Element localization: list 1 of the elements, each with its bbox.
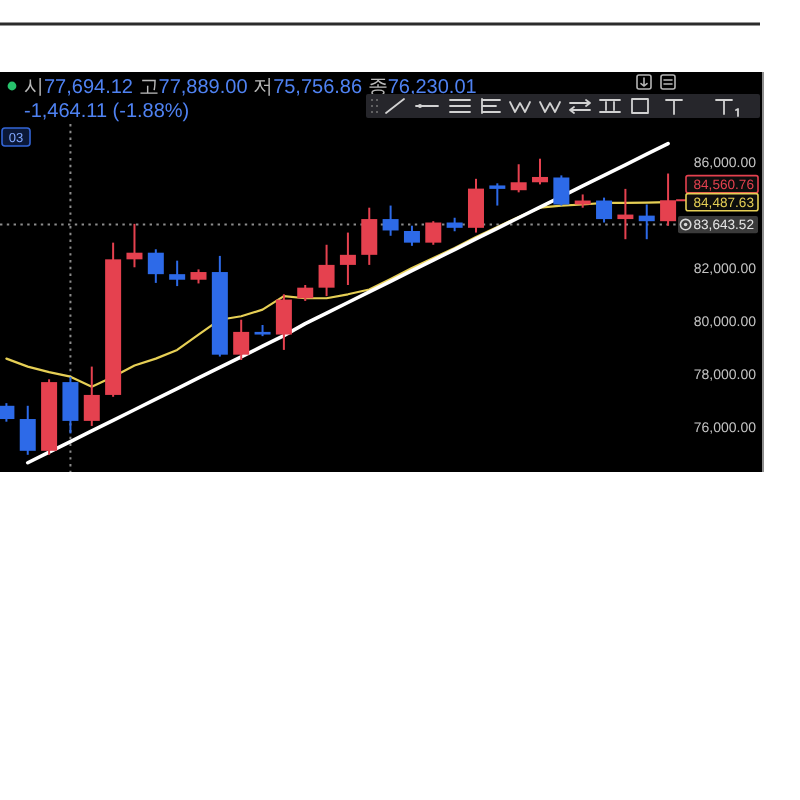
line-series [25,141,670,465]
